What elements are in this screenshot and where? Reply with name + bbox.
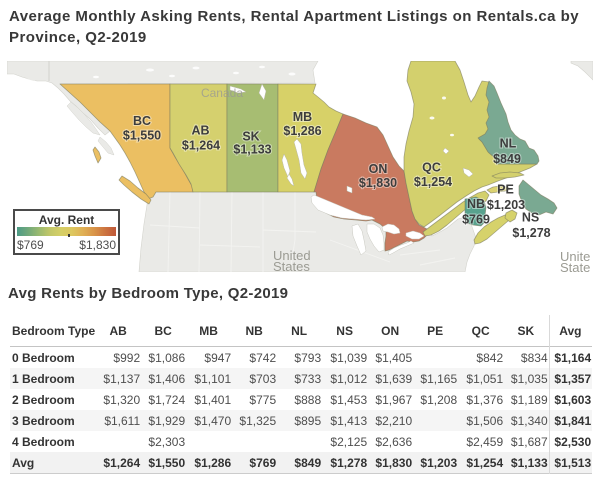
- svg-text:PE: PE: [497, 182, 514, 196]
- svg-text:SK: SK: [242, 130, 259, 144]
- svg-text:$1,133: $1,133: [233, 143, 271, 157]
- svg-text:$1,254: $1,254: [414, 175, 452, 189]
- svg-text:$769: $769: [462, 213, 490, 227]
- svg-text:NL: NL: [500, 137, 517, 151]
- svg-text:$849: $849: [493, 152, 521, 166]
- svg-text:$1,550: $1,550: [123, 129, 161, 143]
- svg-text:ON: ON: [369, 162, 388, 176]
- svg-text:$1,286: $1,286: [283, 124, 321, 138]
- svg-text:United: United: [273, 248, 311, 263]
- svg-text:MB: MB: [293, 110, 312, 124]
- svg-text:$1,830: $1,830: [359, 176, 397, 190]
- svg-text:$1,264: $1,264: [182, 139, 220, 153]
- svg-text:BC: BC: [133, 114, 151, 128]
- svg-text:NS: NS: [522, 211, 539, 225]
- svg-text:State: State: [560, 260, 590, 272]
- svg-text:Unite: Unite: [560, 249, 590, 264]
- svg-text:AB: AB: [191, 124, 209, 138]
- svg-text:States: States: [273, 259, 310, 272]
- svg-text:Canada: Canada: [201, 86, 243, 100]
- svg-text:QC: QC: [422, 160, 441, 174]
- svg-text:NB: NB: [467, 197, 485, 211]
- svg-text:$1,203: $1,203: [487, 198, 525, 212]
- svg-text:$1,278: $1,278: [512, 226, 550, 240]
